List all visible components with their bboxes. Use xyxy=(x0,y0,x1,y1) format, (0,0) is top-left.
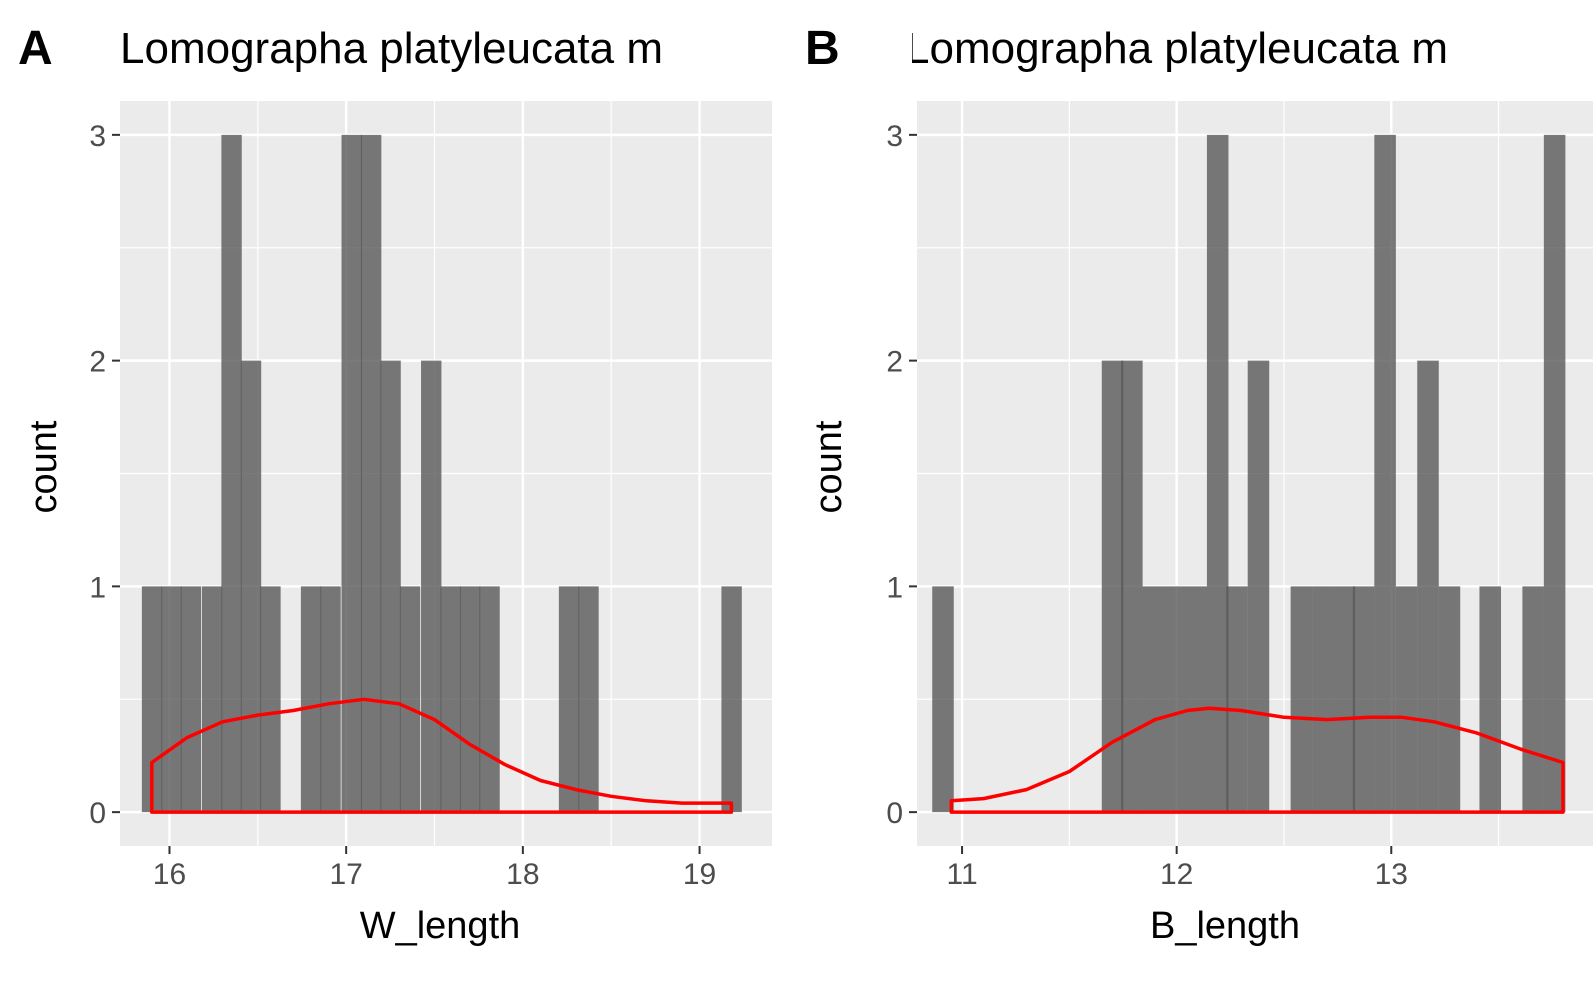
panel-a-x-tick-label: 19 xyxy=(683,858,716,891)
panel-b-bar xyxy=(1206,134,1229,813)
panel-a-bar xyxy=(558,586,580,813)
panel-a-bar xyxy=(360,134,382,813)
panel-a-title: Lomographa platyleucata m xyxy=(120,24,663,73)
panel-a-bar xyxy=(440,586,461,813)
panel-b-bar xyxy=(1395,586,1418,813)
panel-a-bar xyxy=(201,586,223,813)
panel-b-tag: B xyxy=(805,22,840,75)
panel-a-bars xyxy=(141,134,742,813)
panel-b-bar xyxy=(1226,586,1248,813)
panel-a-bar xyxy=(161,586,182,813)
panel-a-bar xyxy=(341,134,362,813)
panel-b-density-curve xyxy=(949,706,1565,814)
panel-a-x-tick-label: 17 xyxy=(329,858,362,891)
panel-b-x-axis-title: B_length xyxy=(1150,905,1300,947)
panel-a-bar xyxy=(260,586,281,813)
panel-a-y-tick-label: 0 xyxy=(89,797,106,830)
panel-b-bar xyxy=(1479,586,1502,813)
panel-b-y-tick-label: 3 xyxy=(886,120,903,153)
panel-a-bar xyxy=(380,360,401,813)
panel-a-bar xyxy=(141,586,163,813)
panel-b-bar xyxy=(1333,586,1356,813)
panel-a-bar xyxy=(421,360,442,813)
panel-a-bar xyxy=(459,586,481,813)
panel-a-y-tick-label: 3 xyxy=(89,120,106,153)
panel-b-x-tick-label: 11 xyxy=(946,858,977,891)
panel-b-x-tick-label: 12 xyxy=(1160,858,1193,891)
panel-a-bar xyxy=(399,586,421,813)
panel-b-bars xyxy=(932,134,1566,813)
panel-b-bar xyxy=(1290,586,1313,813)
panel-a-x-tick-label: 18 xyxy=(506,858,539,891)
panel-b-bar xyxy=(1185,586,1207,813)
panel-b-bar xyxy=(1121,360,1143,813)
panel-a-tag: A xyxy=(18,22,53,75)
panel-a-bar xyxy=(180,586,202,813)
panel-b-bar xyxy=(1164,586,1186,813)
panel-a-bar xyxy=(240,360,262,813)
panel-b-bar xyxy=(1417,360,1439,813)
panel-a-x-tick-label: 16 xyxy=(153,858,186,891)
panel-b-bar xyxy=(1352,586,1375,813)
panel-a-bar xyxy=(300,586,322,813)
panel-a-y-tick-label: 1 xyxy=(89,571,106,604)
panel-b-bar xyxy=(1438,586,1461,813)
panel-a-axis-ticks: 0 1 2 3 16 17 18 19 xyxy=(89,120,716,891)
panel-b-bar xyxy=(1522,586,1544,813)
panel-b-y-tick-label: 0 xyxy=(886,797,903,830)
panel-b-bar xyxy=(1543,134,1566,813)
panel-a-density-curve xyxy=(150,697,734,814)
panel-b-bar xyxy=(1312,586,1334,813)
panel-b-y-tick-label: 1 xyxy=(886,571,903,604)
panel-b-y-tick-label: 2 xyxy=(886,346,903,379)
panel-a-x-axis-title: W_length xyxy=(360,905,521,947)
panel-a-bar xyxy=(479,586,500,813)
panel-b-bar xyxy=(1374,134,1396,813)
panel-a-bar xyxy=(320,586,341,813)
panel-b-bar xyxy=(932,586,954,813)
panel-b-bar xyxy=(1247,360,1270,813)
panel-b-x-tick-label: 13 xyxy=(1375,858,1408,891)
panel-a-y-axis-title: count xyxy=(23,420,65,513)
panel-b-bar xyxy=(1101,360,1124,813)
panel-b-bar xyxy=(1142,586,1165,813)
panel-a-y-tick-label: 2 xyxy=(89,346,106,379)
panel-a-bar xyxy=(221,134,242,813)
panel-a-bar xyxy=(578,586,599,813)
panel-a-bar xyxy=(721,586,742,813)
panel-b-title: Lomographa platyleucata m xyxy=(905,24,1448,73)
panel-b-y-axis-title: count xyxy=(808,420,850,513)
